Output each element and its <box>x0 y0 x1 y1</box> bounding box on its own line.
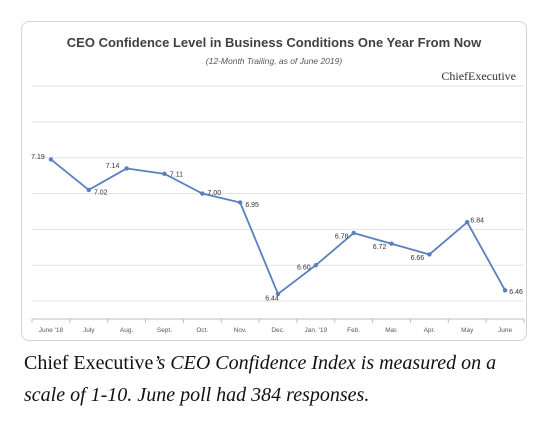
data-label: 6.95 <box>245 202 259 209</box>
data-label: 7.00 <box>207 190 221 197</box>
data-point <box>124 166 129 171</box>
series-line <box>50 158 506 296</box>
brand-logo: ChiefExecutive <box>441 69 516 83</box>
x-tick-label: Feb. <box>347 327 360 334</box>
x-tick-label: Oct. <box>196 327 208 334</box>
data-point <box>162 171 167 177</box>
data-point <box>275 291 281 297</box>
x-tick-label: June <box>498 327 512 334</box>
data-label: 6.84 <box>470 218 484 225</box>
x-tick-label: Dec. <box>271 327 285 334</box>
data-label: 6.60 <box>297 265 311 272</box>
x-tick-label: Sept. <box>157 327 172 334</box>
data-label: 6.44 <box>265 295 279 302</box>
caption: Chief Executive’s CEO Confidence Index i… <box>24 347 540 411</box>
caption-source: Chief Executive <box>24 352 154 374</box>
data-point <box>351 230 356 236</box>
chart-subtitle: (12-Month Trailing, as of June 2019) <box>205 56 343 66</box>
data-label: 6.78 <box>335 233 349 240</box>
data-label: 6.66 <box>411 255 425 262</box>
data-label: 7.19 <box>31 154 45 161</box>
data-point <box>200 191 205 196</box>
data-label: 6.46 <box>509 289 523 296</box>
x-tick-label: June '18 <box>39 327 64 334</box>
data-point <box>465 220 470 225</box>
line-chart: June '18 July Aug. Sept. Oct. Nov. Dec. Jan. '1… <box>31 85 525 334</box>
x-tick-label: Aug. <box>120 327 134 334</box>
data-label: 7.11 <box>170 171 183 178</box>
chart-card: CEO Confidence Level in Business Conditi… <box>21 21 527 341</box>
data-label: 7.14 <box>106 163 120 170</box>
x-tick-label: Jan. '19 <box>305 327 328 334</box>
x-tick-label: May <box>461 327 474 334</box>
data-point <box>237 200 243 205</box>
x-tick-label: July <box>83 327 95 334</box>
data-point <box>86 187 91 193</box>
data-point <box>48 157 54 162</box>
data-point <box>389 241 394 246</box>
data-point <box>502 288 508 293</box>
chart-title: CEO Confidence Level in Business Conditi… <box>66 35 482 50</box>
data-point <box>427 252 432 257</box>
data-point <box>313 263 319 268</box>
data-label: 7.02 <box>94 189 108 196</box>
caption-text: ’s CEO Confidence Index is measured on a… <box>24 352 497 406</box>
x-tick-label: Nov. <box>234 327 247 334</box>
x-tick-label: Apr. <box>424 327 436 334</box>
data-label: 6.72 <box>373 244 387 251</box>
x-tick-label: Mar. <box>385 327 398 334</box>
